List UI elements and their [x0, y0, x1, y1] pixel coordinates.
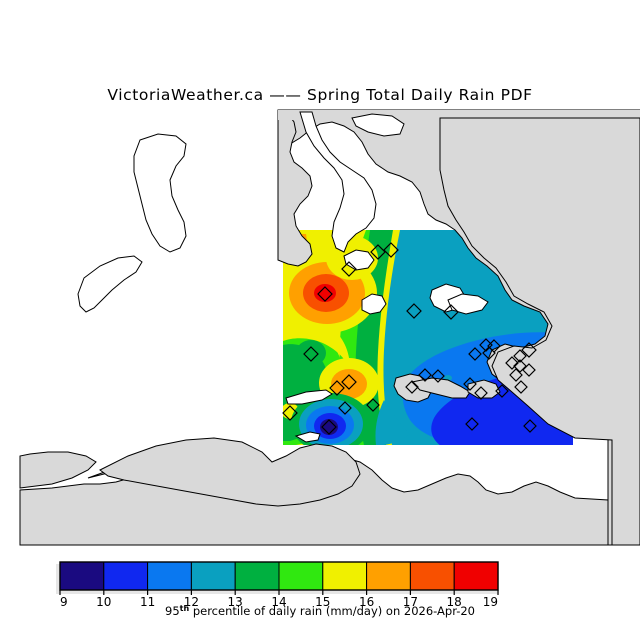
- page-title: VictoriaWeather.ca —— Spring Total Daily…: [107, 86, 533, 104]
- station-marker[interactable]: [509, 368, 523, 382]
- contour-local-min-green: [296, 340, 326, 366]
- station-marker[interactable]: [468, 347, 482, 361]
- colorbar-band: [59, 561, 105, 591]
- colorbar-band: [366, 561, 411, 591]
- landmasses: [19, 109, 640, 546]
- island-west-upper: [133, 133, 187, 253]
- station-marker[interactable]: [405, 380, 419, 394]
- colorbar-band: [409, 561, 455, 591]
- coast-mainland-west-arm: [277, 111, 313, 267]
- contour-min-sw-9: [320, 419, 338, 435]
- station-marker[interactable]: [282, 405, 298, 421]
- station-marker[interactable]: [513, 349, 527, 363]
- colorbar-band: [278, 561, 324, 591]
- station-marker[interactable]: [329, 380, 345, 396]
- colorbar-band: [322, 561, 368, 591]
- station-marker[interactable]: [366, 398, 380, 412]
- island-long-southwest: [285, 389, 333, 405]
- station-marker[interactable]: [321, 419, 337, 435]
- islet-bottom-left: [294, 431, 321, 443]
- station-marker[interactable]: [523, 419, 537, 433]
- colorbar-band: [190, 561, 236, 591]
- station-markers: [282, 242, 537, 435]
- colorbar: 9 10 11 12 13 14 15 16 17 18 19 95th percentile of…: [56, 561, 499, 618]
- colorbar-tick-label: 12: [184, 595, 199, 609]
- colorbar-tick-label: 17: [403, 595, 418, 609]
- station-marker[interactable]: [522, 363, 536, 377]
- station-marker[interactable]: [465, 417, 479, 431]
- station-marker[interactable]: [370, 244, 386, 260]
- station-marker[interactable]: [317, 286, 333, 302]
- contour-yellow-wedge-west: [283, 314, 350, 368]
- station-marker[interactable]: [418, 368, 432, 382]
- colorbar-band: [147, 561, 192, 591]
- station-marker[interactable]: [514, 380, 528, 394]
- colorbar-tick-label: 10: [96, 595, 111, 609]
- inlet-howe-sound: [299, 111, 377, 253]
- island-central: [361, 293, 387, 315]
- colorbar-tick-label: 15: [315, 595, 330, 609]
- station-marker[interactable]: [443, 304, 459, 320]
- colorbar-tick-label: 14: [271, 595, 286, 609]
- colorbar-tick-label: 11: [140, 595, 155, 609]
- colorbar-tick-label: 9: [60, 595, 68, 609]
- contour-teal-strip-south: [375, 400, 410, 445]
- station-marker[interactable]: [474, 386, 488, 400]
- station-marker[interactable]: [338, 401, 352, 415]
- colorbar-bands: [59, 561, 499, 591]
- colorbar-band: [453, 561, 499, 591]
- colorbar-tick-label: 16: [359, 595, 374, 609]
- station-marker[interactable]: [482, 346, 496, 360]
- colorbar-band: [103, 561, 149, 591]
- coast-southwest-corner: [19, 451, 97, 489]
- contour-max-nw-18: [314, 284, 336, 302]
- station-marker[interactable]: [303, 346, 319, 362]
- station-marker[interactable]: [463, 377, 477, 391]
- station-marker[interactable]: [521, 342, 537, 358]
- island-northeast-2: [447, 293, 489, 315]
- colorbar-tick-label: 19: [483, 595, 498, 609]
- coast-mainland-east: [439, 117, 640, 546]
- station-marker[interactable]: [479, 338, 493, 352]
- coast-gulf-islands: [410, 377, 471, 399]
- station-marker[interactable]: [431, 369, 445, 383]
- colorbar-tick-label: 18: [447, 595, 462, 609]
- colorbar-band: [234, 561, 280, 591]
- island-west-lower: [77, 255, 143, 313]
- colorbar-tick-label: 13: [228, 595, 243, 609]
- station-marker[interactable]: [406, 303, 422, 319]
- coast-top-strip: [278, 110, 640, 120]
- station-marker[interactable]: [513, 359, 527, 373]
- inlet-north-small: [351, 113, 405, 137]
- weather-map: [19, 109, 640, 546]
- inlets: [299, 111, 405, 253]
- coast-olympics-interior: [99, 437, 361, 507]
- colorbar-caption: 95th percentile of daily rain (mm/day) o…: [165, 604, 475, 618]
- colorbar-tick-labels: 9 10 11 12 13 14 15 16 17 18 19: [60, 595, 498, 609]
- station-marker[interactable]: [495, 384, 509, 398]
- station-marker[interactable]: [505, 356, 519, 370]
- station-marker[interactable]: [383, 242, 399, 258]
- station-marker[interactable]: [341, 261, 357, 277]
- station-marker[interactable]: [341, 374, 357, 390]
- colorbar-ticks: [59, 590, 499, 595]
